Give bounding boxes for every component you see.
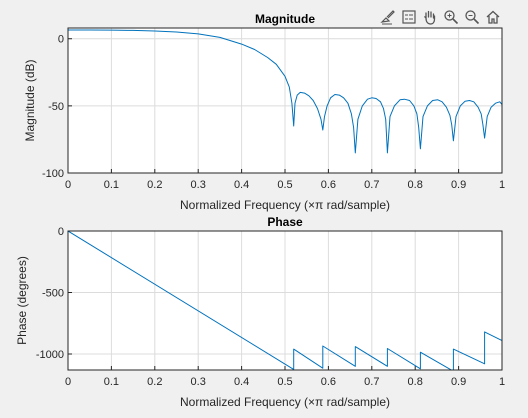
x-tick-label: 0.5 [277, 376, 292, 388]
y-axis-label: Phase (degrees) [15, 256, 29, 345]
legend-button[interactable] [399, 7, 419, 27]
x-tick-label: 1 [499, 376, 505, 388]
x-tick-label: 0.6 [321, 179, 336, 191]
series-line [68, 231, 502, 370]
brush-button[interactable] [378, 7, 398, 27]
legend-icon [402, 10, 416, 24]
x-axis-label: Normalized Frequency (×π rad/sample) [180, 395, 390, 409]
x-axis-label: Normalized Frequency (×π rad/sample) [180, 198, 390, 212]
x-tick-label: 0.8 [408, 376, 423, 388]
zoom-in-icon [444, 10, 459, 25]
x-tick-label: 0.2 [147, 179, 162, 191]
x-tick-label: 0 [65, 376, 71, 388]
home-button[interactable] [483, 7, 503, 27]
x-tick-label: 0.6 [321, 376, 336, 388]
axes-phase[interactable]: 0 0.1 0.2 0.3 0.4 0.5 0.6 0.7 0.8 0.9 1 -1000 -500 0 P… [15, 215, 505, 409]
pan-hand-icon [424, 10, 436, 25]
x-tick-label: 0.7 [364, 376, 379, 388]
zoom-out-icon [465, 10, 480, 25]
axes-title: Phase [267, 215, 303, 229]
home-icon [486, 10, 500, 24]
x-tick-label: 1 [499, 179, 505, 191]
y-tick-label: 0 [58, 34, 64, 46]
y-tick-label: -500 [42, 288, 64, 300]
x-tick-label: 0.9 [451, 179, 466, 191]
y-tick-label: -50 [48, 101, 64, 113]
y-axis-label: Magnitude (dB) [23, 59, 37, 141]
axes-frame [67, 230, 503, 371]
x-tick-label: 0.3 [191, 179, 206, 191]
x-tick-label: 0.9 [451, 376, 466, 388]
y-tick-label: -100 [42, 168, 64, 180]
pan-button[interactable] [420, 7, 440, 27]
axes-toolbar [378, 7, 503, 29]
x-tick-label: 0.4 [234, 179, 249, 191]
brush-icon [380, 10, 395, 25]
x-tick-label: 0.1 [104, 376, 119, 388]
zoom-out-button[interactable] [462, 7, 482, 27]
axes-frame [67, 27, 503, 174]
x-tick-label: 0.8 [408, 179, 423, 191]
series-line [68, 29, 502, 154]
axes-magnitude[interactable]: 0 0.1 0.2 0.3 0.4 0.5 0.6 0.7 0.8 0.9 1 -100 -50 0 Mag… [23, 12, 505, 212]
x-tick-label: 0.3 [191, 376, 206, 388]
x-tick-label: 0.5 [277, 179, 292, 191]
x-tick-label: 0.4 [234, 376, 249, 388]
y-tick-label: -1000 [36, 349, 64, 361]
y-tick-label: 0 [58, 226, 64, 238]
x-tick-label: 0.1 [104, 179, 119, 191]
axes-title: Magnitude [255, 12, 315, 26]
x-tick-label: 0 [65, 179, 71, 191]
x-tick-label: 0.2 [147, 376, 162, 388]
zoom-in-button[interactable] [441, 7, 461, 27]
x-tick-label: 0.7 [364, 179, 379, 191]
